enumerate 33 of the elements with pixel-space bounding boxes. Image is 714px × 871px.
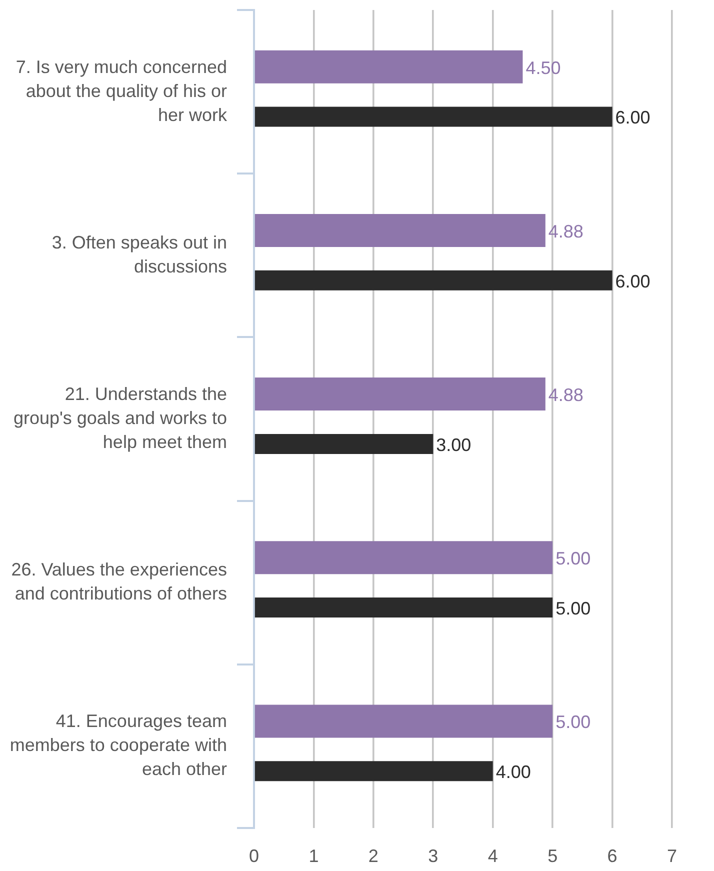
bar: [254, 598, 553, 618]
x-tick-label: 3: [428, 846, 438, 866]
x-tick-label: 1: [308, 846, 319, 866]
bar: [254, 214, 546, 247]
bar: [254, 704, 553, 738]
data-label: 3.00: [436, 434, 472, 455]
data-label: 5.00: [556, 712, 591, 732]
data-label: 4.00: [496, 762, 531, 782]
y-tick-label: 3. Often speaks out in discussions: [52, 232, 227, 276]
x-tick-label: 5: [548, 846, 558, 866]
x-tick-label: 4: [488, 846, 498, 866]
x-tick-label: 2: [368, 846, 378, 866]
x-tick-label: 7: [666, 846, 678, 866]
data-label: 4.88: [548, 385, 584, 406]
data-label: 6.00: [615, 108, 650, 128]
y-tick-label: 26. Values the experiences and contributions of others: [11, 560, 227, 604]
bar: [254, 761, 493, 782]
bar: [254, 106, 612, 127]
bar: [254, 50, 523, 84]
data-label: 4.50: [526, 58, 561, 78]
bar: [254, 541, 553, 574]
x-tick-label: 6: [607, 846, 618, 866]
data-label: 6.00: [615, 271, 650, 292]
data-label: 4.88: [548, 221, 584, 242]
y-tick-label: 7. Is very much concerned about the quality of his or her work: [16, 56, 228, 125]
bar: [254, 378, 546, 411]
data-label: 5.00: [556, 598, 591, 619]
x-tick-label: 0: [248, 846, 260, 866]
bar: [254, 434, 434, 454]
bar: [254, 270, 612, 290]
y-tick-label: 21. Understands the group's goals and works to help meet them: [13, 384, 227, 452]
data-label: 5.00: [556, 548, 591, 569]
y-tick-label: 41. Encourages team members to cooperate with each other: [10, 711, 228, 780]
